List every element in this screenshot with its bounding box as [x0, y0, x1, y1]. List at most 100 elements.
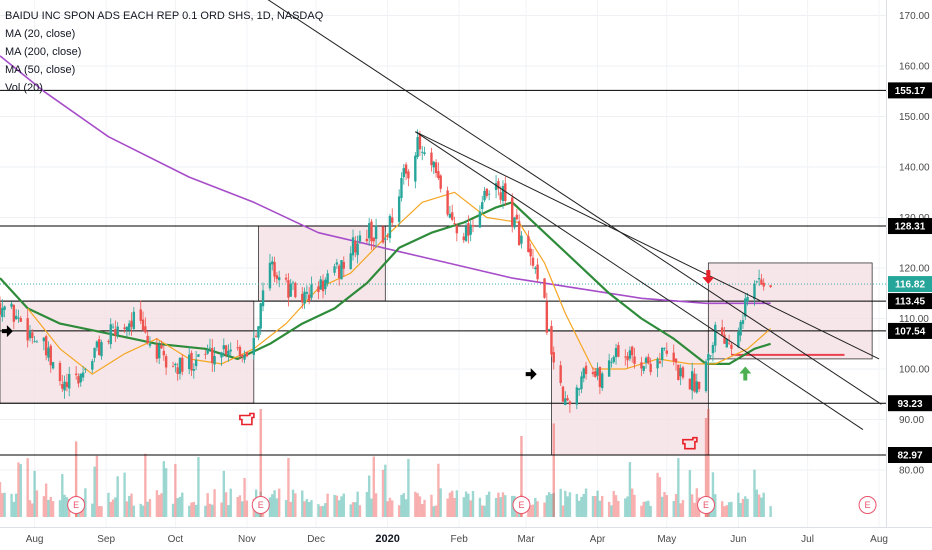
- candle: [336, 262, 338, 264]
- volume-bar: [197, 457, 199, 517]
- volume-bar: [739, 503, 741, 517]
- volume-bar: [456, 490, 458, 517]
- volume-bar: [689, 470, 691, 517]
- time-tick-label: Oct: [168, 534, 184, 545]
- earnings-marker[interactable]: E: [859, 497, 876, 514]
- candle: [33, 341, 35, 342]
- earnings-marker[interactable]: E: [513, 497, 530, 514]
- volume-bar: [100, 506, 102, 517]
- time-tick-label: Aug: [870, 534, 888, 545]
- candle: [149, 344, 151, 346]
- candle: [276, 275, 278, 279]
- candle: [753, 284, 755, 300]
- candle: [338, 266, 340, 278]
- volume-bar: [633, 495, 635, 517]
- candle: [63, 382, 65, 391]
- level-tag-label: 82.97: [897, 451, 922, 462]
- candle: [68, 374, 70, 388]
- candle: [479, 212, 481, 228]
- volume-bar: [465, 492, 467, 517]
- candle: [631, 347, 633, 356]
- volume-bar: [423, 500, 425, 517]
- volume-bar: [340, 496, 342, 517]
- volume-bar: [354, 502, 356, 517]
- volume-bar: [594, 496, 596, 517]
- volume-bar: [236, 497, 238, 517]
- candle: [615, 348, 617, 357]
- candle: [520, 236, 522, 244]
- candle: [317, 286, 319, 292]
- candle: [146, 336, 148, 343]
- volume-bar: [550, 494, 552, 517]
- symbol-title[interactable]: BAIDU INC SPON ADS EACH REP 0.1 ORD SHS,…: [5, 7, 323, 25]
- candle: [17, 318, 19, 319]
- volume-bar: [193, 502, 195, 517]
- candle: [453, 223, 455, 224]
- legend-ma200[interactable]: MA (200, close): [5, 43, 323, 61]
- volume-bar: [769, 506, 771, 517]
- candle: [472, 225, 474, 227]
- volume-bar: [673, 501, 675, 517]
- candle: [223, 345, 225, 349]
- volume-bar: [400, 495, 402, 517]
- volume-bar: [140, 504, 142, 517]
- volume-bar: [580, 497, 582, 517]
- candle: [726, 339, 728, 347]
- volume-bar: [91, 504, 93, 517]
- candle: [675, 359, 677, 363]
- volume-bar: [230, 489, 232, 517]
- volume-bar: [239, 495, 241, 517]
- volume-bar: [225, 492, 227, 517]
- volume-bar: [610, 505, 612, 517]
- volume-bar: [756, 490, 758, 517]
- candle: [142, 320, 144, 330]
- candle: [398, 196, 400, 221]
- volume-bar: [599, 501, 601, 517]
- candle: [613, 357, 615, 362]
- candle: [287, 280, 289, 298]
- candle: [742, 320, 744, 324]
- volume-bar: [384, 465, 386, 517]
- volume-bar: [326, 494, 328, 517]
- volume-bar: [446, 499, 448, 517]
- candle: [693, 374, 695, 392]
- volume-bar: [744, 496, 746, 517]
- earnings-marker[interactable]: E: [252, 497, 269, 514]
- volume-bar: [273, 490, 275, 517]
- level-tag-label: 113.45: [895, 297, 925, 308]
- candle: [400, 178, 402, 198]
- earnings-marker[interactable]: E: [698, 497, 715, 514]
- price-tick-label: 150.00: [899, 112, 930, 123]
- candle: [705, 361, 707, 391]
- price-tick-label: 120.00: [899, 264, 930, 275]
- candle: [172, 366, 174, 367]
- volume-bar: [223, 471, 225, 517]
- volume-bar: [142, 506, 144, 517]
- candle: [746, 297, 748, 301]
- legend-ma50[interactable]: MA (50, close): [5, 61, 323, 79]
- volume-bar: [285, 500, 287, 517]
- volume-bar: [691, 494, 693, 517]
- volume-bar: [645, 501, 647, 517]
- volume-bar: [437, 464, 439, 517]
- earnings-label: E: [703, 500, 709, 510]
- candle: [352, 237, 354, 255]
- volume-bar: [649, 506, 651, 517]
- candle: [419, 135, 421, 150]
- volume-bar: [451, 491, 453, 517]
- price-axis[interactable]: 80.0090.00100.00110.00120.00130.00140.00…: [886, 0, 932, 550]
- legend-volume[interactable]: Vol (20): [5, 79, 323, 97]
- volume-bar: [386, 501, 388, 517]
- volume-bar: [45, 484, 47, 517]
- candle: [52, 362, 54, 368]
- volume-bar: [726, 505, 728, 517]
- volume-bar: [52, 501, 54, 517]
- volume-bar: [659, 477, 661, 517]
- volume-bar: [179, 497, 181, 517]
- legend-ma20[interactable]: MA (20, close): [5, 25, 323, 43]
- candle: [26, 318, 28, 340]
- earnings-marker[interactable]: E: [68, 497, 85, 514]
- volume-bar: [33, 471, 35, 517]
- candle: [451, 212, 453, 220]
- time-axis[interactable]: Aug Sep Oct Nov Dec 2020 Feb Mar Apr May Jun Jul Aug: [0, 527, 932, 550]
